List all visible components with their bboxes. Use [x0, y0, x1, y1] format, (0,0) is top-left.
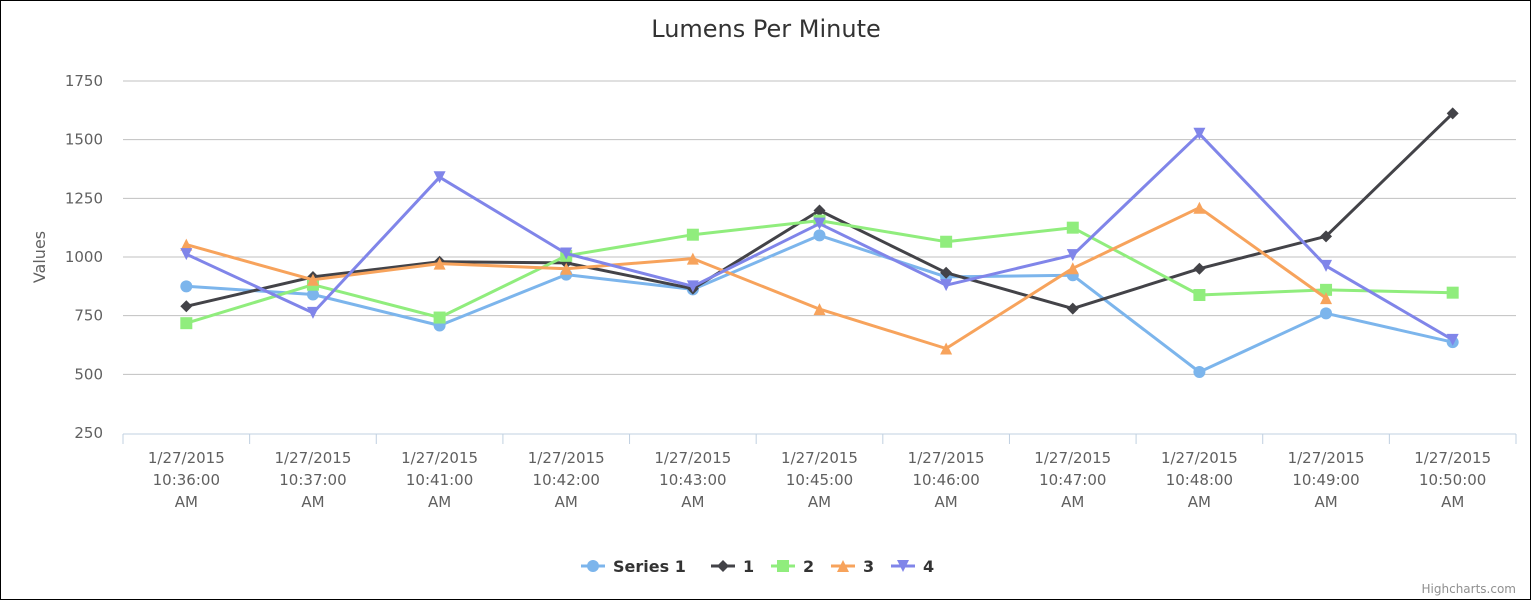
x-tick-label: 1/27/2015 10:47:00 AM: [1034, 449, 1111, 511]
data-point[interactable]: [1193, 365, 1206, 378]
legend-marker: [587, 560, 599, 572]
data-point[interactable]: [1320, 230, 1333, 243]
data-point[interactable]: [940, 342, 953, 355]
legend-item[interactable]: 2: [771, 557, 814, 576]
data-point[interactable]: [180, 280, 193, 293]
legend-label: 4: [923, 557, 934, 576]
x-tick-label: 1/27/2015 10:41:00 AM: [401, 449, 478, 511]
y-tick-label: 750: [74, 307, 103, 325]
data-point[interactable]: [180, 317, 193, 330]
y-axis-ticks: 250 500 750 1000 1250 1500 1750: [65, 72, 103, 442]
y-tick-label: 250: [74, 424, 103, 442]
data-point[interactable]: [1066, 302, 1079, 315]
series-4: [180, 127, 1459, 346]
x-tick-label: 1/27/2015 10:37:00 AM: [274, 449, 351, 511]
data-point[interactable]: [560, 262, 573, 275]
x-tick-label: 1/27/2015 10:43:00 AM: [654, 449, 731, 511]
data-point[interactable]: [1320, 292, 1333, 305]
chart-title: Lumens Per Minute: [651, 15, 881, 43]
legend-marker: [717, 560, 729, 572]
data-point[interactable]: [686, 280, 699, 293]
data-point[interactable]: [1320, 259, 1333, 272]
y-tick-label: 1250: [65, 189, 103, 207]
data-point[interactable]: [433, 257, 446, 270]
series-line[interactable]: [184, 206, 1328, 350]
x-tick-label: 1/27/2015 10:48:00 AM: [1161, 449, 1238, 511]
data-point[interactable]: [1193, 289, 1206, 302]
y-tick-label: 500: [74, 365, 103, 383]
x-tick-label: 1/27/2015 10:46:00 AM: [908, 449, 985, 511]
legend-label: 2: [803, 557, 814, 576]
data-point[interactable]: [813, 303, 826, 316]
credits-link[interactable]: Highcharts.com: [1422, 582, 1516, 596]
data-point[interactable]: [560, 247, 573, 260]
x-tick-label: 1/27/2015 10:50:00 AM: [1414, 449, 1491, 511]
y-axis-label: Values: [30, 231, 49, 283]
data-point[interactable]: [940, 235, 953, 248]
data-point[interactable]: [180, 248, 193, 261]
data-point[interactable]: [433, 311, 446, 324]
data-point[interactable]: [1193, 127, 1206, 140]
y-tick-label: 1500: [65, 131, 103, 149]
data-point[interactable]: [940, 266, 953, 279]
data-point[interactable]: [306, 288, 319, 301]
data-point[interactable]: [433, 171, 446, 184]
data-point[interactable]: [1066, 221, 1079, 234]
legend-item[interactable]: 4: [891, 557, 934, 576]
data-point[interactable]: [1193, 201, 1206, 214]
data-point[interactable]: [686, 252, 699, 265]
data-point[interactable]: [940, 279, 953, 292]
data-point[interactable]: [180, 300, 193, 313]
series-layer: [180, 107, 1459, 378]
data-point[interactable]: [1320, 283, 1333, 296]
data-point[interactable]: [1066, 249, 1079, 262]
legend-item[interactable]: Series 1: [581, 557, 686, 576]
series-1: [180, 107, 1459, 315]
data-point[interactable]: [1066, 262, 1079, 275]
x-tick-label: 1/27/2015 10:36:00 AM: [148, 449, 225, 511]
data-point[interactable]: [180, 238, 193, 251]
x-tick-label: 1/27/2015 10:49:00 AM: [1288, 449, 1365, 511]
x-tick-label: 1/27/2015 10:45:00 AM: [781, 449, 858, 511]
x-tick-label: 1/27/2015 10:42:00 AM: [528, 449, 605, 511]
legend-label: 3: [863, 557, 874, 576]
legend: Series 1 1 2 3 4: [581, 557, 934, 576]
legend-marker: [897, 560, 909, 572]
legend-label: 1: [743, 557, 754, 576]
legend-label: Series 1: [613, 557, 686, 576]
legend-marker: [777, 560, 789, 572]
data-point[interactable]: [1320, 307, 1333, 320]
data-point[interactable]: [813, 217, 826, 230]
data-point[interactable]: [306, 273, 319, 286]
data-point[interactable]: [1446, 333, 1459, 346]
series-3: [180, 201, 1333, 355]
data-point[interactable]: [306, 306, 319, 319]
legend-marker: [837, 560, 849, 572]
data-point[interactable]: [1446, 286, 1459, 299]
data-point[interactable]: [686, 228, 699, 241]
data-point[interactable]: [813, 204, 826, 217]
data-point[interactable]: [813, 229, 826, 242]
legend-item[interactable]: 1: [711, 557, 754, 576]
x-axis: 1/27/2015 10:36:00 AM 1/27/2015 10:37:00 AM 1/…: [122, 433, 1517, 511]
y-tick-label: 1000: [65, 248, 103, 266]
grid-lines: [123, 80, 1516, 375]
legend-item[interactable]: 3: [831, 557, 874, 576]
data-point[interactable]: [1193, 262, 1206, 275]
data-point[interactable]: [1446, 107, 1459, 120]
y-tick-label: 1750: [65, 72, 103, 90]
